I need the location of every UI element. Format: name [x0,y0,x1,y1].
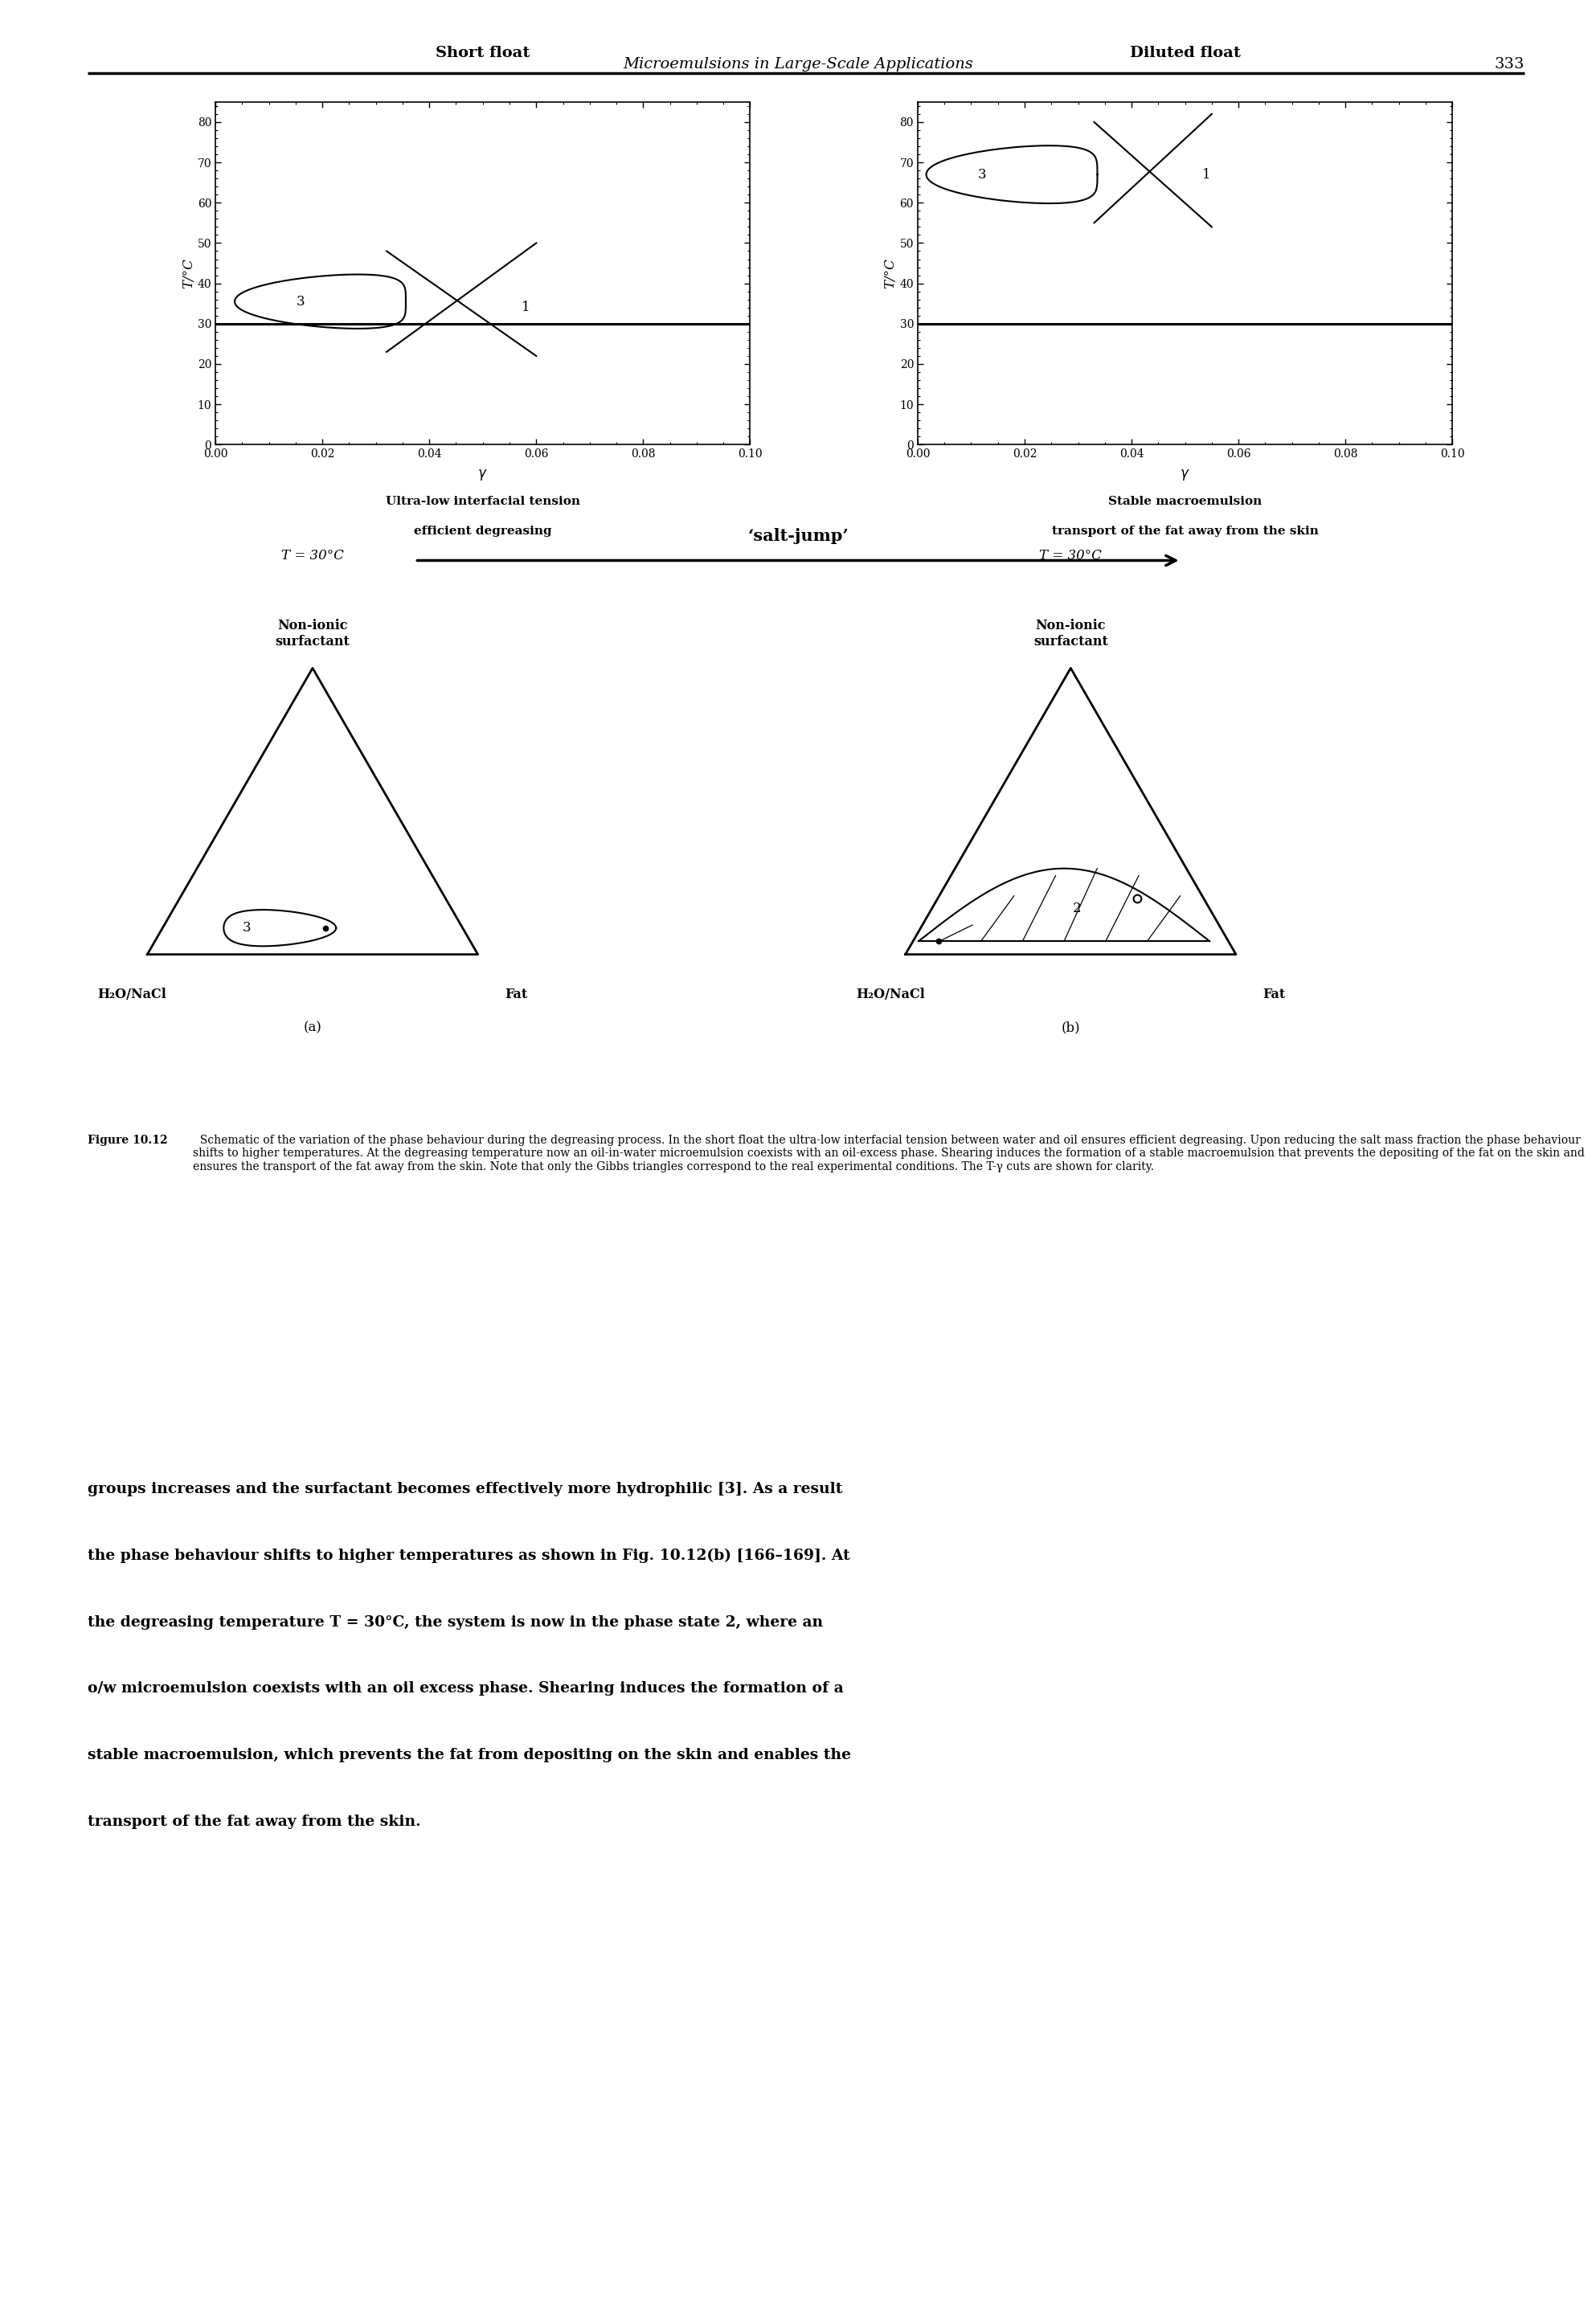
Text: $\gamma$: $\gamma$ [477,468,488,482]
Text: efficient degreasing: efficient degreasing [413,526,552,537]
Text: the degreasing temperature T = 30°C, the system is now in the phase state 2, whe: the degreasing temperature T = 30°C, the… [88,1614,824,1630]
Text: 333: 333 [1494,56,1524,72]
Text: Fat: Fat [504,987,527,1001]
Text: ‘salt-jump’: ‘salt-jump’ [747,528,849,544]
Text: H₂O/NaCl: H₂O/NaCl [97,987,166,1001]
Text: Diluted float: Diluted float [1130,46,1240,60]
Text: H₂O/NaCl: H₂O/NaCl [855,987,924,1001]
Text: Schematic of the variation of the phase behaviour during the degreasing process.: Schematic of the variation of the phase … [193,1135,1585,1172]
Text: (a): (a) [303,1021,322,1035]
Text: Microemulsions in Large-Scale Applications: Microemulsions in Large-Scale Applicatio… [622,56,974,72]
Text: Non-ionic
surfactant: Non-ionic surfactant [1033,618,1108,648]
Text: Non-ionic
surfactant: Non-ionic surfactant [275,618,350,648]
Text: groups increases and the surfactant becomes effectively more hydrophilic [3]. As: groups increases and the surfactant beco… [88,1482,843,1496]
Text: transport of the fat away from the skin: transport of the fat away from the skin [1052,526,1318,537]
Text: Ultra-low interfacial tension: Ultra-low interfacial tension [386,496,579,507]
Text: Short float: Short float [436,46,530,60]
Text: transport of the fat away from the skin.: transport of the fat away from the skin. [88,1813,421,1830]
Text: 1: 1 [1202,167,1211,181]
Text: T = 30°C: T = 30°C [1039,549,1101,563]
Text: $\gamma$: $\gamma$ [1179,468,1191,482]
Text: 3: 3 [243,922,251,936]
Text: T = 30°C: T = 30°C [281,549,343,563]
Y-axis label: T/°C: T/°C [182,257,195,290]
Text: (b): (b) [1061,1021,1080,1035]
Text: the phase behaviour shifts to higher temperatures as shown in Fig. 10.12(b) [166: the phase behaviour shifts to higher tem… [88,1549,851,1563]
Y-axis label: T/°C: T/°C [884,257,897,290]
Text: o/w microemulsion coexists with an oil excess phase. Shearing induces the format: o/w microemulsion coexists with an oil e… [88,1681,844,1695]
Text: 3: 3 [978,167,986,181]
Text: 1: 1 [522,301,530,315]
Text: 3: 3 [297,294,305,308]
Text: Stable macroemulsion: Stable macroemulsion [1108,496,1262,507]
Text: Fat: Fat [1262,987,1286,1001]
Text: Figure 10.12: Figure 10.12 [88,1135,168,1146]
Text: 2: 2 [1073,901,1082,915]
Text: stable macroemulsion, which prevents the fat from depositing on the skin and ena: stable macroemulsion, which prevents the… [88,1749,851,1762]
